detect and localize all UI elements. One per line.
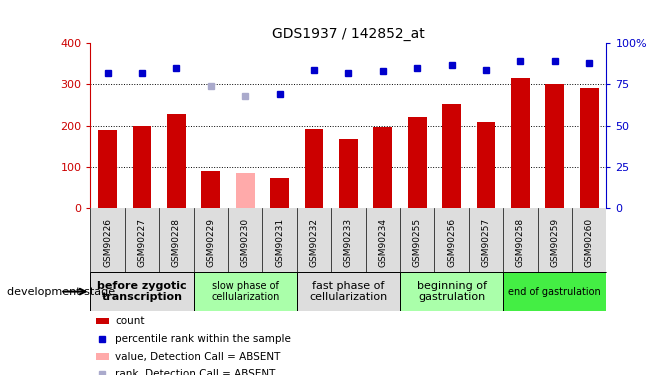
Text: GSM90256: GSM90256	[447, 217, 456, 267]
Bar	[511, 78, 530, 208]
Bar	[194, 272, 297, 311]
Bar	[236, 173, 255, 208]
Text: GSM90229: GSM90229	[206, 217, 215, 267]
Bar	[202, 171, 220, 208]
Text: GSM90234: GSM90234	[379, 217, 387, 267]
Bar	[96, 318, 109, 324]
Text: GSM90231: GSM90231	[275, 217, 284, 267]
Text: development stage: development stage	[7, 286, 115, 297]
Bar	[90, 272, 194, 311]
Bar	[96, 353, 109, 360]
Bar	[503, 272, 606, 311]
Bar	[297, 272, 400, 311]
Bar	[305, 129, 324, 208]
Bar	[442, 104, 461, 208]
Text: before zygotic
transcription: before zygotic transcription	[97, 281, 187, 302]
Text: GSM90226: GSM90226	[103, 217, 112, 267]
Bar	[270, 178, 289, 208]
Text: GSM90260: GSM90260	[585, 217, 594, 267]
Text: rank, Detection Call = ABSENT: rank, Detection Call = ABSENT	[115, 369, 275, 375]
Text: GSM90258: GSM90258	[516, 217, 525, 267]
Text: GSM90259: GSM90259	[550, 217, 559, 267]
Text: GSM90232: GSM90232	[310, 217, 318, 267]
Text: GSM90228: GSM90228	[172, 217, 181, 267]
Text: beginning of
gastrulation: beginning of gastrulation	[417, 281, 486, 302]
Text: slow phase of
cellularization: slow phase of cellularization	[211, 281, 279, 302]
Text: GSM90230: GSM90230	[241, 217, 250, 267]
Bar	[98, 130, 117, 208]
Text: GSM90257: GSM90257	[482, 217, 490, 267]
Text: percentile rank within the sample: percentile rank within the sample	[115, 334, 291, 344]
Bar	[373, 127, 392, 208]
Bar	[580, 88, 598, 208]
Text: GSM90227: GSM90227	[137, 217, 147, 267]
Text: GSM90233: GSM90233	[344, 217, 353, 267]
Bar	[167, 114, 186, 208]
Title: GDS1937 / 142852_at: GDS1937 / 142852_at	[272, 27, 425, 41]
Bar	[400, 272, 503, 311]
Bar	[408, 117, 427, 208]
Bar	[545, 84, 564, 208]
Text: value, Detection Call = ABSENT: value, Detection Call = ABSENT	[115, 351, 281, 361]
Bar	[476, 122, 495, 208]
Bar	[339, 139, 358, 208]
Text: count: count	[115, 316, 145, 326]
Text: end of gastrulation: end of gastrulation	[509, 286, 601, 297]
Text: GSM90255: GSM90255	[413, 217, 421, 267]
Bar	[133, 126, 151, 208]
Text: fast phase of
cellularization: fast phase of cellularization	[310, 281, 387, 302]
